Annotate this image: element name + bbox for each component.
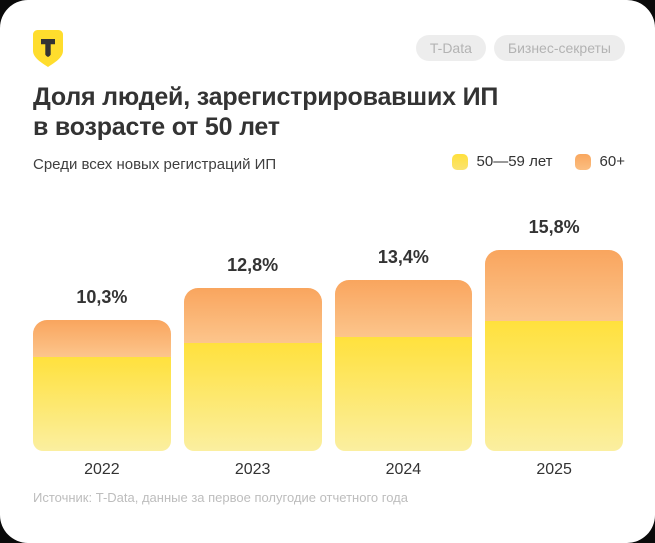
bar-segment-60plus xyxy=(33,320,171,357)
bar-2025 xyxy=(485,250,623,451)
bar-total-label: 10,3% xyxy=(76,287,128,307)
bar-segment-50-59 xyxy=(183,343,322,451)
bar-category-label: 2022 xyxy=(84,461,120,478)
bar-segment-60plus xyxy=(183,288,322,343)
bar-segment-60plus xyxy=(485,250,623,321)
bar-segment-50-59 xyxy=(485,321,623,451)
bar-category-label: 2024 xyxy=(385,461,422,478)
legend-label-60plus: 60+ xyxy=(599,153,625,170)
bar-column-2024: 13,4% 2024 xyxy=(334,210,473,480)
bar-segment-50-59 xyxy=(334,337,473,451)
bar-category-label: 2023 xyxy=(234,461,271,478)
page-title: Доля людей, зарегистрировавших ИП в возр… xyxy=(33,83,499,141)
legend-item-60plus: 60+ xyxy=(574,153,625,170)
badge-t-data[interactable]: T-Data xyxy=(415,35,486,61)
stacked-bar-chart: 10,3% 2022 12,8% 2023 13,4% 2024 15,8% 2025 xyxy=(33,210,623,480)
bar-total-label: 15,8% xyxy=(528,217,580,237)
bar-2022 xyxy=(33,320,171,451)
bar-segment-60plus xyxy=(334,280,473,337)
bar-column-2023: 12,8% 2023 xyxy=(183,210,322,480)
badge-business-secrets[interactable]: Бизнес-секреты xyxy=(493,35,625,61)
chart-subtitle: Среди всех новых регистраций ИП xyxy=(33,156,277,173)
bar-column-2022: 10,3% 2022 xyxy=(33,210,171,480)
bar-2023 xyxy=(183,288,322,451)
bar-column-2025: 15,8% 2025 xyxy=(485,210,623,480)
t-bank-logo-icon xyxy=(33,30,63,67)
legend-label-50-59: 50—59 лет xyxy=(476,153,553,170)
source-note: Источник: T-Data, данные за первое полуг… xyxy=(33,490,408,505)
legend-swatch-yellow-icon xyxy=(451,153,468,170)
chart-legend: 50—59 лет 60+ xyxy=(451,153,625,170)
bar-total-label: 13,4% xyxy=(377,247,429,267)
bar-total-label: 12,8% xyxy=(227,255,279,275)
bar-category-label: 2025 xyxy=(536,461,572,478)
bar-2024 xyxy=(334,280,473,451)
badge-list: T-Data Бизнес-секреты xyxy=(415,35,625,61)
legend-item-50-59: 50—59 лет xyxy=(451,153,553,170)
legend-swatch-orange-icon xyxy=(574,153,591,170)
bar-segment-50-59 xyxy=(33,357,171,451)
